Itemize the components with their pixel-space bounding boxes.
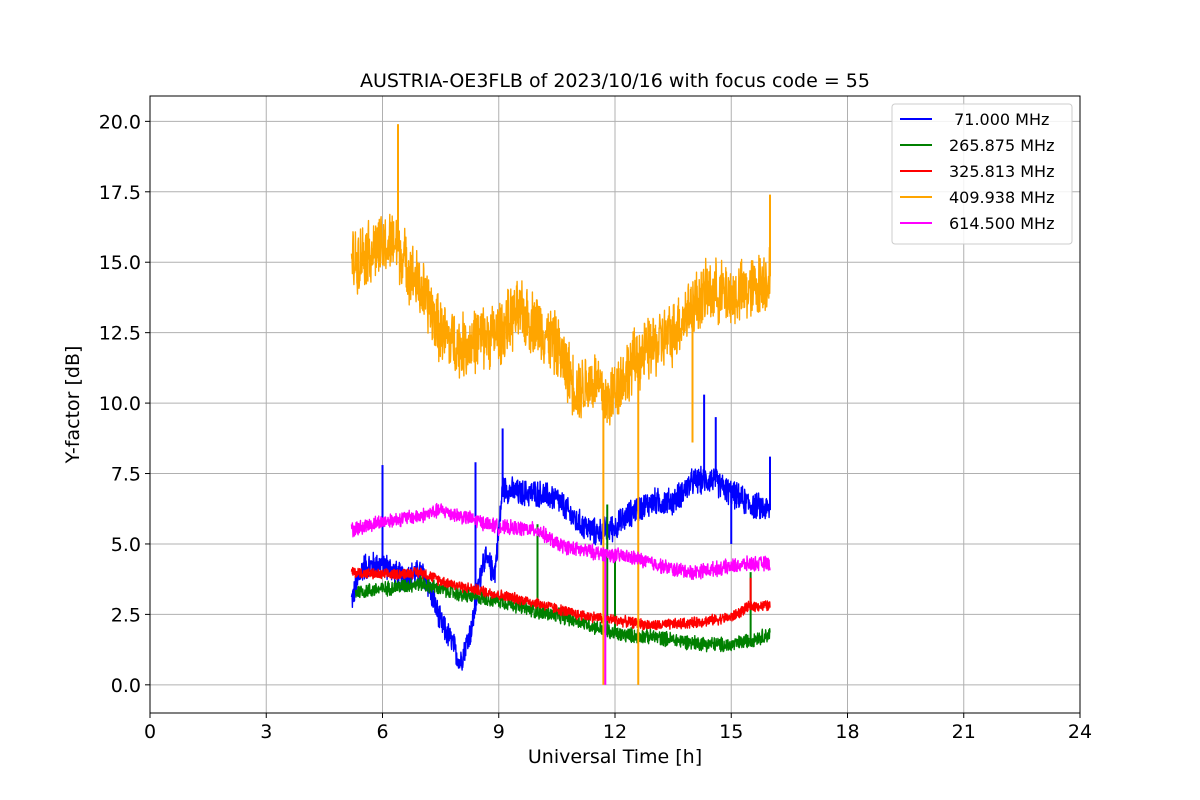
x-tick-label: 0: [144, 721, 156, 743]
legend-box: [891, 103, 1073, 245]
series-line: [350, 502, 771, 581]
x-tick-label: 21: [952, 721, 976, 743]
x-tick-label: 12: [603, 721, 627, 743]
series-line: [350, 213, 771, 426]
series-line: [350, 465, 771, 671]
y-tick-label: 10.0: [99, 393, 141, 415]
y-tick-label: 2.5: [111, 604, 141, 626]
x-axis-label: Universal Time [h]: [528, 746, 702, 768]
x-tick-label: 15: [719, 721, 743, 743]
x-tick-label: 6: [376, 721, 388, 743]
x-tick-label: 3: [260, 721, 272, 743]
x-tick-label: 24: [1068, 721, 1092, 743]
y-tick-label: 0.0: [111, 675, 141, 697]
legend-label: 265.875 MHz: [949, 136, 1054, 155]
y-tick-label: 5.0: [111, 534, 141, 556]
chart-title: AUSTRIA-OE3FLB of 2023/10/16 with focus …: [360, 70, 870, 92]
x-tick-label: 18: [835, 721, 859, 743]
x-tick-label: 9: [493, 721, 505, 743]
legend-label: 614.500 MHz: [949, 214, 1054, 233]
y-tick-label: 12.5: [99, 323, 141, 345]
y-axis-label: Y-factor [dB]: [62, 346, 84, 465]
ticks: 0 3 6 9 12 15 18 21 24 0.0 2.5 5.0 7.5 10.0 12.5 15.0 17…: [99, 111, 1092, 743]
y-tick-label: 7.5: [111, 464, 141, 486]
y-tick-label: 15.0: [99, 252, 141, 274]
y-tick-label: 17.5: [99, 182, 141, 204]
y-tick-label: 20.0: [99, 111, 141, 133]
legend: 71.000 MHz 265.875 MHz 325.813 MHz 409.938 …: [891, 103, 1073, 245]
series-layer: [350, 124, 771, 685]
legend-label: 409.938 MHz: [949, 188, 1054, 207]
legend-label: 71.000 MHz: [949, 110, 1049, 129]
legend-label: 325.813 MHz: [949, 162, 1054, 181]
series-line: [354, 575, 771, 653]
series-line: [350, 566, 771, 631]
